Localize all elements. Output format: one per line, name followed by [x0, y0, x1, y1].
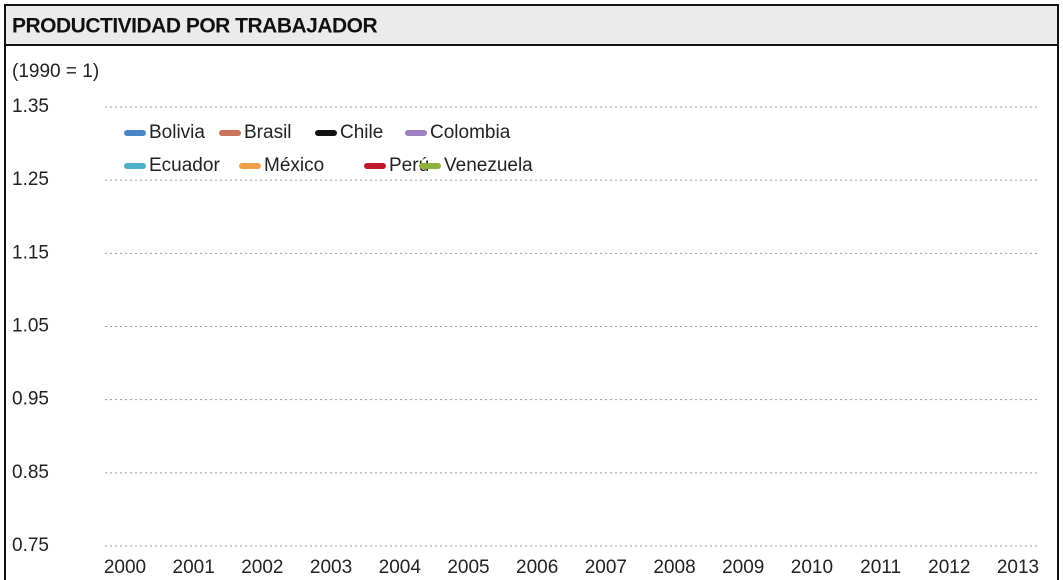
legend-label: Brasil	[244, 122, 292, 143]
legend-label: Perú	[389, 155, 429, 176]
x-tick-label: 2001	[173, 557, 215, 578]
x-tick-label: 2000	[104, 557, 146, 578]
legend-label: Colombia	[430, 122, 511, 143]
y-tick-label: 0.95	[12, 389, 49, 410]
subtitle: (1990 = 1)	[12, 61, 99, 82]
legend-label: Chile	[340, 122, 383, 143]
y-tick-label: 0.85	[12, 462, 49, 483]
x-tick-label: 2004	[379, 557, 422, 578]
y-tick-label: 1.25	[12, 169, 49, 190]
legend-label: Venezuela	[444, 155, 533, 176]
legend-label: Ecuador	[149, 155, 220, 176]
x-tick-label: 2003	[310, 557, 352, 578]
title-band	[5, 5, 1058, 45]
x-tick-label: 2005	[447, 557, 489, 578]
x-tick-label: 2008	[653, 557, 695, 578]
frame	[4, 4, 1059, 580]
y-tick-label: 1.15	[12, 242, 49, 263]
x-tick-label: 2009	[722, 557, 764, 578]
x-tick-label: 2012	[928, 557, 970, 578]
x-tick-label: 2013	[997, 557, 1039, 578]
chart-title: PRODUCTIVIDAD POR TRABAJADOR	[12, 15, 378, 38]
y-tick-label: 1.05	[12, 316, 49, 337]
y-tick-label: 1.35	[12, 96, 49, 117]
x-tick-label: 2007	[585, 557, 627, 578]
legend-label: México	[264, 155, 324, 176]
x-tick-label: 2006	[516, 557, 558, 578]
x-tick-label: 2010	[791, 557, 833, 578]
x-tick-label: 2002	[241, 557, 283, 578]
x-tick-label: 2011	[860, 557, 901, 578]
y-tick-label: 0.75	[12, 535, 49, 556]
legend-label: Bolivia	[149, 122, 205, 143]
